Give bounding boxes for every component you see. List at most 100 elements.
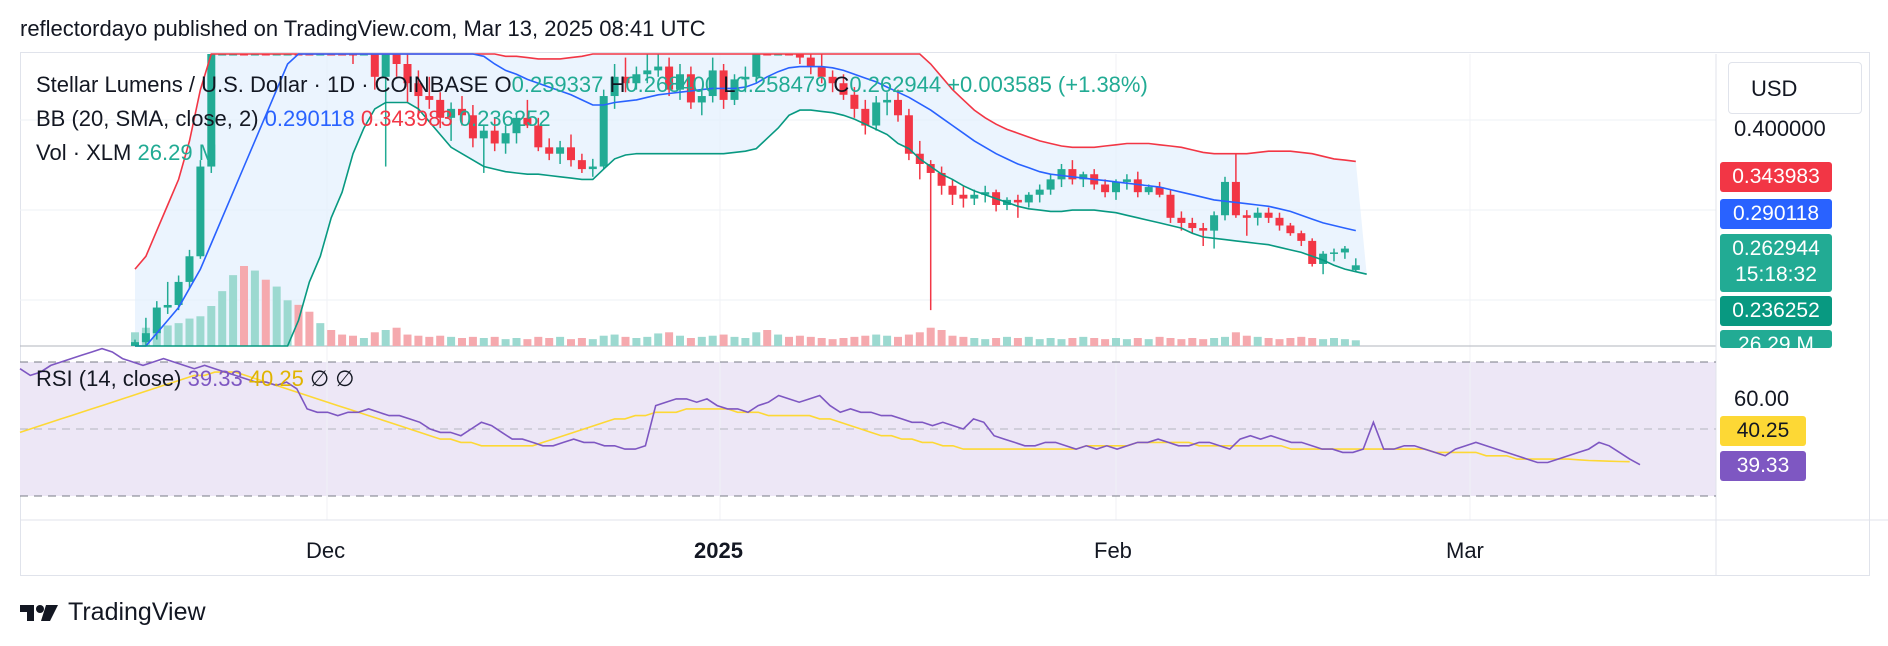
candle-body bbox=[370, 54, 379, 77]
volume-bar bbox=[948, 335, 957, 346]
volume-bar bbox=[567, 339, 575, 346]
candle-body bbox=[850, 94, 859, 109]
volume-bar bbox=[894, 336, 902, 346]
volume-bar bbox=[1057, 339, 1066, 346]
candle-body bbox=[534, 125, 543, 148]
volume-bar bbox=[1221, 336, 1229, 346]
bb-lower-line bbox=[135, 101, 1367, 347]
basis-price-tag: 0.290118 bbox=[1720, 199, 1832, 229]
tradingview-logo-icon bbox=[20, 604, 58, 621]
candle-body bbox=[207, 54, 216, 167]
volume-bar bbox=[1035, 339, 1044, 346]
volume-bar bbox=[305, 311, 314, 346]
tradingview-footer[interactable]: TradingView bbox=[20, 598, 206, 627]
volume-bar bbox=[381, 330, 390, 346]
candle-body bbox=[131, 342, 139, 346]
volume-bar bbox=[763, 330, 772, 346]
close-label: C bbox=[833, 72, 850, 97]
symbol-name[interactable]: Stellar Lumens / U.S. Dollar · 1D · COIN… bbox=[36, 72, 489, 97]
volume-bar bbox=[403, 334, 412, 346]
volume-bar bbox=[349, 335, 357, 346]
candle-body bbox=[1308, 240, 1317, 264]
candle-body bbox=[447, 108, 456, 118]
candle-body bbox=[817, 66, 826, 77]
volume-bar bbox=[523, 339, 532, 346]
candle-body bbox=[872, 102, 881, 126]
volume-bar bbox=[283, 300, 292, 346]
candle-body bbox=[665, 66, 674, 90]
volume-bar bbox=[1090, 338, 1099, 346]
candle-body bbox=[1068, 169, 1077, 180]
candle-body bbox=[741, 76, 750, 80]
currency-selector[interactable]: USD bbox=[1728, 62, 1862, 114]
volume-bar bbox=[1242, 335, 1251, 346]
candle-body bbox=[1155, 187, 1164, 195]
candle-body bbox=[828, 76, 837, 84]
rsi-ma-tag: 40.25 bbox=[1720, 416, 1806, 446]
candle-body bbox=[894, 99, 902, 116]
volume-bar bbox=[556, 336, 565, 346]
candle-body bbox=[163, 304, 172, 308]
candle-body bbox=[621, 76, 630, 84]
candle-body bbox=[981, 192, 990, 195]
time-label-dec: Dec bbox=[306, 538, 346, 563]
legend-rsi-row[interactable]: RSI (14, close) 39.33 40.25 ∅ ∅ bbox=[36, 366, 354, 392]
volume-bar bbox=[806, 336, 815, 346]
volume-bar bbox=[752, 332, 761, 346]
volume-bar bbox=[839, 338, 848, 346]
candle-body bbox=[1101, 184, 1110, 193]
volume-bar bbox=[261, 279, 270, 346]
rsi-ma-value: 40.25 bbox=[248, 366, 304, 391]
candle-body bbox=[1177, 217, 1186, 223]
legend-bb-row[interactable]: BB (20, SMA, close, 2) 0.290118 0.343983… bbox=[36, 106, 551, 132]
volume-bar bbox=[1144, 339, 1153, 346]
candle-body bbox=[904, 115, 913, 154]
volume-bar bbox=[1308, 338, 1317, 346]
volume-bar bbox=[240, 266, 248, 346]
candle-body bbox=[588, 166, 597, 170]
candle-body bbox=[458, 108, 466, 116]
volume-bar bbox=[490, 336, 499, 346]
candle-body bbox=[643, 70, 652, 75]
low-value: 0.258479 bbox=[735, 72, 828, 97]
volume-bar bbox=[981, 339, 990, 346]
volume-bar bbox=[131, 332, 139, 346]
volume-bar bbox=[458, 338, 466, 346]
volume-bar bbox=[174, 323, 183, 346]
volume-bar bbox=[730, 336, 739, 346]
volume-bar bbox=[414, 335, 423, 346]
close-value: 0.262944 bbox=[849, 72, 942, 97]
price-axis-tick: 0.400000 bbox=[1734, 116, 1826, 141]
candle-body bbox=[1013, 199, 1022, 203]
volume-bar bbox=[1188, 338, 1197, 346]
volume-bar bbox=[828, 339, 837, 346]
last-price-value: 0.262944 bbox=[1732, 237, 1820, 260]
rsi-axis-tick: 60.00 bbox=[1734, 386, 1790, 411]
volume-bar bbox=[163, 325, 172, 346]
candle-body bbox=[926, 163, 935, 173]
volume-bar bbox=[1330, 338, 1338, 346]
volume-bar bbox=[468, 336, 477, 346]
volume-bar bbox=[1079, 336, 1088, 346]
volume-bar bbox=[1199, 339, 1208, 346]
volume-bar bbox=[359, 338, 368, 346]
volume-bar bbox=[316, 323, 325, 346]
candle-body bbox=[632, 74, 641, 84]
candle-body bbox=[686, 74, 695, 103]
candle-body bbox=[599, 96, 608, 167]
rsi-extra-values: ∅ ∅ bbox=[310, 366, 355, 391]
bb-basis-line bbox=[135, 53, 1356, 347]
volume-bar bbox=[872, 334, 881, 346]
candle-body bbox=[1035, 189, 1044, 195]
legend-volume-row[interactable]: Vol · XLM 26.29 M bbox=[36, 140, 217, 166]
volume-bar bbox=[327, 330, 336, 346]
candle-body bbox=[403, 64, 412, 84]
publisher-line: reflectordayo published on TradingView.c… bbox=[20, 16, 706, 41]
volume-bar bbox=[817, 338, 826, 346]
candle-body bbox=[1231, 181, 1240, 216]
candle-body bbox=[1166, 194, 1175, 218]
volume-bar bbox=[1166, 338, 1175, 346]
candle-body bbox=[1188, 222, 1197, 229]
volume-bar bbox=[719, 334, 728, 346]
